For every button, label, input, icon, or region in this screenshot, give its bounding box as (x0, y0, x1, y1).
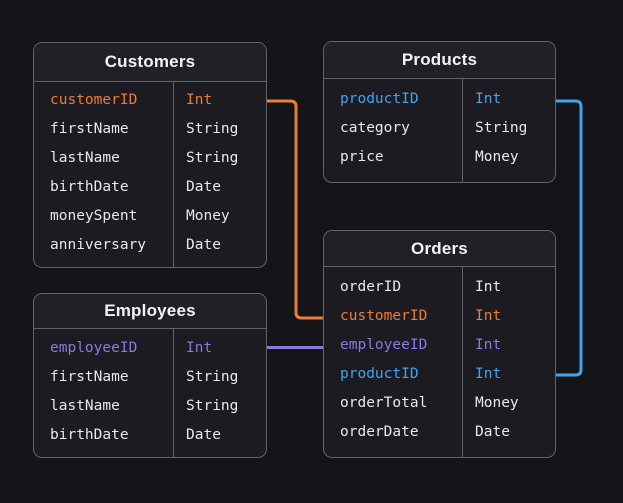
field-type: Money (475, 149, 519, 165)
field-type: Int (186, 340, 213, 356)
field-name: productID (340, 366, 419, 382)
field-type: String (186, 398, 239, 414)
field-type-column: Int String String Date Money Date (173, 82, 266, 267)
table-customers[interactable]: Customers customerID firstName lastName … (33, 42, 267, 268)
field-type: Int (475, 308, 502, 324)
field-type: String (186, 121, 239, 137)
table-customers-title: Customers (34, 43, 266, 82)
field-name: birthDate (50, 427, 129, 443)
field-type: Int (475, 337, 502, 353)
field-name: moneySpent (50, 208, 138, 224)
table-products-title: Products (324, 42, 555, 79)
field-type: Int (186, 92, 213, 108)
table-products[interactable]: Products productID category price Int St… (323, 41, 556, 183)
field-name: customerID (340, 308, 428, 324)
field-name: customerID (50, 92, 138, 108)
table-products-fields: productID category price Int String Mone… (324, 79, 555, 182)
table-orders-fields: orderID customerID employeeID productID … (324, 267, 555, 457)
table-employees-title: Employees (34, 294, 266, 329)
field-name: lastName (50, 150, 120, 166)
table-customers-fields: customerID firstName lastName birthDate … (34, 82, 266, 267)
field-name: employeeID (340, 337, 428, 353)
field-name-column: productID category price (324, 79, 462, 182)
field-type: String (186, 150, 239, 166)
field-name: category (340, 120, 410, 136)
field-name-column: customerID firstName lastName birthDate … (34, 82, 173, 267)
table-orders-title: Orders (324, 231, 555, 267)
field-name: firstName (50, 369, 129, 385)
field-name: price (340, 149, 384, 165)
field-name-column: employeeID firstName lastName birthDate (34, 329, 173, 457)
field-type: Money (475, 395, 519, 411)
field-type: String (186, 369, 239, 385)
field-name: employeeID (50, 340, 138, 356)
field-type-column: Int String String Date (173, 329, 266, 457)
field-name: firstName (50, 121, 129, 137)
field-type: Int (475, 366, 502, 382)
field-name: lastName (50, 398, 120, 414)
field-name: anniversary (50, 237, 147, 253)
field-type: Date (186, 179, 221, 195)
field-name: orderTotal (340, 395, 428, 411)
field-name: orderDate (340, 424, 419, 440)
wire-products-orders (556, 99, 583, 377)
field-type: Date (475, 424, 510, 440)
table-employees-fields: employeeID firstName lastName birthDate … (34, 329, 266, 457)
table-employees[interactable]: Employees employeeID firstName lastName … (33, 293, 267, 458)
field-type-column: Int String Money (462, 79, 555, 182)
field-type: Money (186, 208, 230, 224)
field-type: Int (475, 91, 502, 107)
field-name: orderID (340, 279, 402, 295)
field-name: productID (340, 91, 419, 107)
field-type: Date (186, 237, 221, 253)
field-name: birthDate (50, 179, 129, 195)
field-type: Date (186, 427, 221, 443)
field-type: Int (475, 279, 502, 295)
wire-customers-orders (267, 99, 324, 320)
table-orders[interactable]: Orders orderID customerID employeeID pro… (323, 230, 556, 458)
field-type: String (475, 120, 528, 136)
field-type-column: Int Int Int Int Money Date (462, 267, 555, 457)
field-name-column: orderID customerID employeeID productID … (324, 267, 462, 457)
